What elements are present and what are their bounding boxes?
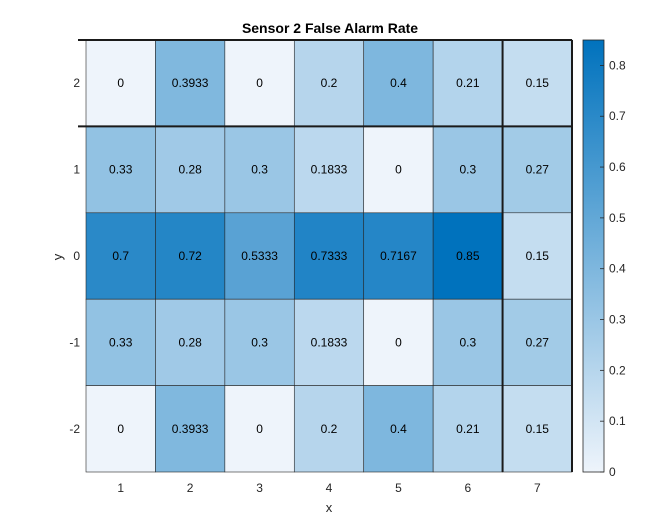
cell-value-label: 0.7 xyxy=(112,249,129,263)
cell-value-label: 0.72 xyxy=(178,249,202,263)
cell-value-label: 0.1833 xyxy=(311,335,348,349)
colorbar-ticks: 0 0.1 0.2 0.3 0.4 0.5 0.6 0.7 0.8 xyxy=(600,58,626,479)
colorbar-tick-label: 0.2 xyxy=(609,363,626,377)
cell-value-label: 0.4 xyxy=(390,422,407,436)
cell-value-label: 0.3 xyxy=(460,163,477,177)
cell-value-label: 0 xyxy=(256,422,263,436)
x-tick-label: 7 xyxy=(534,481,541,495)
heatmap-cell xyxy=(363,212,434,300)
chart-title: Sensor 2 False Alarm Rate xyxy=(242,20,418,36)
heatmap-cell xyxy=(432,212,503,300)
y-tick-label: 1 xyxy=(73,163,80,177)
cell-value-label: 0.5333 xyxy=(241,249,278,263)
x-axis-label: x xyxy=(326,500,333,515)
heatmap-cell xyxy=(85,39,156,127)
cell-value-label: 0.33 xyxy=(109,163,133,177)
heatmap-cell xyxy=(432,39,503,127)
cell-value-label: 0.28 xyxy=(178,163,202,177)
x-tick-label: 5 xyxy=(395,481,402,495)
heatmap-value-labels: 0 0.3933 0 0.2 0.4 0.21 0.15 0.33 0.28 0.3 0.1833 0… xyxy=(109,76,549,436)
heatmap-cell xyxy=(502,212,573,300)
heatmap-cell xyxy=(502,385,573,473)
heatmap-cell xyxy=(502,298,573,386)
cell-value-label: 0.1833 xyxy=(311,163,348,177)
cell-value-label: 0.7167 xyxy=(380,249,417,263)
cell-value-label: 0.85 xyxy=(456,249,480,263)
colorbar-tick-label: 0.4 xyxy=(609,262,626,276)
cell-value-label: 0 xyxy=(117,76,124,90)
y-tick-label: 0 xyxy=(73,249,80,263)
x-tick-label: 6 xyxy=(465,481,472,495)
heatmap-cell xyxy=(363,39,434,127)
cell-value-label: 0.15 xyxy=(526,249,550,263)
cell-value-label: 0.27 xyxy=(526,335,550,349)
colorbar-tick-label: 0.7 xyxy=(609,109,626,123)
colorbar-tick-label: 0.8 xyxy=(609,58,626,72)
cell-value-label: 0 xyxy=(395,163,402,177)
heatmap-cell xyxy=(293,298,365,386)
cell-value-label: 0.15 xyxy=(526,76,550,90)
cell-value-label: 0.3 xyxy=(251,163,268,177)
cell-value-label: 0.21 xyxy=(456,76,480,90)
heatmap-cell xyxy=(85,126,156,214)
cell-value-label: 0 xyxy=(395,335,402,349)
y-tick-label: -1 xyxy=(69,335,80,349)
heatmap-cell xyxy=(224,212,295,300)
heatmap-cell xyxy=(85,212,156,300)
heatmap-cell xyxy=(85,385,156,473)
heatmap-cell xyxy=(432,385,503,473)
heatmap-cell xyxy=(224,385,295,473)
colorbar-tick-label: 0.6 xyxy=(609,160,626,174)
y-tick-label: 2 xyxy=(73,76,80,90)
heatmap-cells xyxy=(78,39,573,473)
heatmap-cell xyxy=(155,298,226,386)
cell-value-label: 0.15 xyxy=(526,422,550,436)
heatmap-cell xyxy=(293,39,365,127)
colorbar-tick-label: 0.5 xyxy=(609,211,626,225)
y-axis-label: y xyxy=(50,253,65,260)
heatmap-cell xyxy=(155,212,226,300)
cell-value-label: 0.7333 xyxy=(311,249,348,263)
colorbar-tick-label: 0 xyxy=(609,465,616,479)
cell-value-label: 0.33 xyxy=(109,335,133,349)
cell-value-label: 0.4 xyxy=(390,76,407,90)
cell-value-label: 0.3933 xyxy=(172,422,209,436)
cell-value-label: 0.2 xyxy=(321,76,338,90)
cell-value-label: 0.3933 xyxy=(172,76,209,90)
heatmap-cell xyxy=(155,39,226,127)
colorbar xyxy=(582,39,605,473)
cell-value-label: 0.21 xyxy=(456,422,480,436)
cell-value-label: 0 xyxy=(256,76,263,90)
heatmap-cell xyxy=(432,298,503,386)
x-tick-label: 3 xyxy=(256,481,263,495)
cell-value-label: 0.27 xyxy=(526,163,550,177)
cell-value-label: 0.2 xyxy=(321,422,338,436)
heatmap-cell xyxy=(363,126,434,214)
cell-value-label: 0 xyxy=(117,422,124,436)
x-tick-label: 2 xyxy=(187,481,194,495)
y-tick-labels: 2 1 0 -1 -2 xyxy=(69,76,80,436)
colorbar-tick-label: 0.3 xyxy=(609,313,626,327)
x-tick-label: 1 xyxy=(117,481,124,495)
heatmap-cell xyxy=(224,126,295,214)
heatmap-cell xyxy=(432,126,503,214)
x-tick-labels: 1 2 3 4 5 6 7 xyxy=(117,481,541,495)
cell-value-label: 0.3 xyxy=(460,335,477,349)
cell-value-label: 0.3 xyxy=(251,335,268,349)
cell-value-label: 0.28 xyxy=(178,335,202,349)
heatmap-cell xyxy=(293,212,365,300)
colorbar-tick-label: 0.1 xyxy=(609,414,626,428)
y-tick-label: -2 xyxy=(69,422,80,436)
x-tick-label: 4 xyxy=(326,481,333,495)
heatmap-cell xyxy=(85,298,156,386)
